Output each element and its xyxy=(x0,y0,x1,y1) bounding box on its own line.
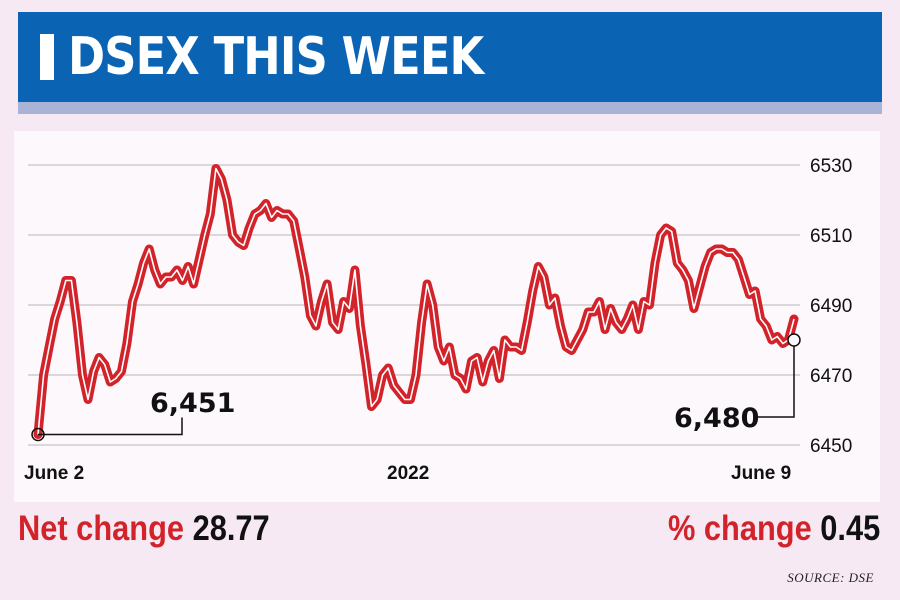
y-axis-ticks: 6530 6510 6490 6470 6450 xyxy=(810,156,852,457)
annotations-layer: 6,451 6,480 xyxy=(31,333,801,442)
y-tick-label-6470: 6470 xyxy=(810,366,852,387)
annotation-start-marker xyxy=(31,427,45,442)
net-change-stat: Net change 28.77 xyxy=(18,506,270,552)
y-tick-label-6490: 6490 xyxy=(810,296,852,317)
annotation-end-label: 6,480 xyxy=(674,403,759,434)
percent-change-value: 0.45 xyxy=(820,509,880,548)
banner-accent-bar xyxy=(40,34,54,80)
y-tick-label-6450: 6450 xyxy=(810,436,852,457)
annotation-end-leader xyxy=(755,340,795,418)
banner-shadow xyxy=(18,100,882,114)
annotation-start-leader xyxy=(38,417,183,436)
net-change-value: 28.77 xyxy=(192,509,270,548)
page-title: DSEX THIS WEEK xyxy=(68,27,484,87)
annotation-end-marker xyxy=(787,333,801,347)
y-tick-label-6510: 6510 xyxy=(810,226,852,247)
source-note: SOURCE: DSE xyxy=(787,570,874,585)
y-tick-label-6530: 6530 xyxy=(810,156,852,177)
x-label-middle: 2022 xyxy=(387,463,430,484)
percent-change-stat: % change 0.45 xyxy=(668,506,880,552)
series-line-inner xyxy=(37,167,795,435)
chart-panel xyxy=(14,131,880,502)
series-layer xyxy=(33,164,799,439)
percent-change-label: % change xyxy=(667,509,812,548)
x-label-start: June 2 xyxy=(24,463,85,484)
title-banner: DSEX THIS WEEK xyxy=(18,12,882,102)
net-change-label: Net change xyxy=(18,509,185,548)
chart-grid xyxy=(28,164,800,446)
annotation-start-label: 6,451 xyxy=(150,388,235,419)
x-label-end: June 9 xyxy=(731,463,792,484)
